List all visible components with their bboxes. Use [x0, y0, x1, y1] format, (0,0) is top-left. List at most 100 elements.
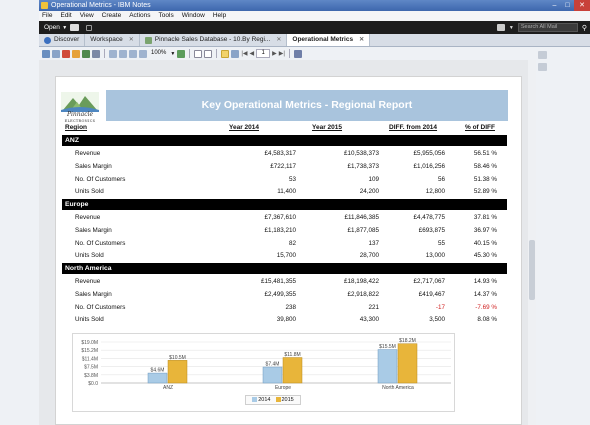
value-2014: £1,183,210 — [264, 226, 296, 234]
value-2015: £1,877,085 — [347, 226, 379, 234]
prev-page-icon[interactable]: ◀ — [249, 51, 255, 57]
bar-2014-anz — [147, 372, 168, 384]
calendar-icon[interactable] — [86, 25, 92, 31]
value-pct-diff: 45.30 % — [473, 252, 497, 260]
find-icon[interactable] — [92, 49, 100, 58]
menu-edit[interactable]: Edit — [60, 12, 72, 19]
open-label: Open — [44, 24, 60, 31]
value-2014: £7,367,610 — [264, 214, 296, 221]
value-2015: £1,738,373 — [347, 162, 379, 170]
select-tool-icon[interactable] — [194, 49, 203, 58]
metric-label: Units Sold — [75, 188, 104, 196]
hand-tool-icon[interactable] — [221, 49, 230, 58]
metric-label: No. Of Customers — [75, 303, 126, 311]
value-pct-diff: 51.38 % — [473, 175, 497, 183]
toolbar-divider — [189, 49, 191, 58]
menu-view[interactable]: View — [79, 12, 94, 19]
vertical-scrollbar[interactable] — [528, 60, 536, 425]
table-row: Sales Margin £722,117 £1,738,373 £1,016,256… — [62, 161, 507, 172]
menu-actions[interactable]: Actions — [129, 12, 151, 19]
page-width-icon[interactable] — [119, 49, 127, 58]
tab-workspace[interactable]: Workspace ✕ — [85, 34, 140, 46]
value-2015: 137 — [368, 239, 379, 247]
pdf-export-icon[interactable] — [62, 49, 70, 58]
search-scope-chevron-icon[interactable]: ▼ — [508, 24, 514, 31]
save-icon[interactable] — [52, 49, 60, 58]
tab-sales-database[interactable]: Pinnacle Sales Database - 10.By Regi... ✕ — [140, 34, 288, 46]
logo-name: Pinnacle — [66, 111, 94, 118]
bar-2014-europe — [262, 366, 283, 384]
tab-discover[interactable]: Discover — [39, 34, 86, 46]
next-page-icon[interactable]: ▶ — [272, 51, 277, 57]
two-pages-icon[interactable] — [139, 49, 147, 58]
value-2015: 28,700 — [359, 252, 379, 260]
value-2014: 39,800 — [276, 316, 296, 324]
bar-2015-anz — [167, 360, 188, 384]
search-report-icon[interactable] — [293, 49, 302, 58]
report-title: Key Operational Metrics - Regional Repor… — [106, 90, 508, 121]
sidebar-toggle-icon[interactable] — [537, 51, 547, 59]
value-2014: 11,400 — [277, 188, 296, 196]
menu-create[interactable]: Create — [101, 12, 122, 19]
first-page-icon[interactable]: |◀ — [241, 51, 248, 57]
value-2015: 43,300 — [359, 316, 379, 324]
value-diff: £5,955,056 — [413, 150, 445, 157]
header-year-2014: Year 2014 — [229, 124, 260, 131]
page-layout-icon[interactable] — [109, 49, 117, 58]
last-page-icon[interactable]: ▶| — [278, 51, 285, 57]
print-icon[interactable] — [42, 49, 50, 58]
value-2015: £11,846,385 — [344, 214, 379, 221]
tab-operational-metrics[interactable]: Operational Metrics ✕ — [287, 34, 371, 46]
menu-help[interactable]: Help — [212, 12, 227, 19]
menu-tools[interactable]: Tools — [158, 12, 174, 19]
metric-label: Revenue — [75, 214, 101, 221]
close-window-button[interactable]: ✕ — [574, 0, 590, 11]
value-2014: £4,583,317 — [264, 150, 296, 157]
zoom-select[interactable]: 100% — [151, 50, 167, 56]
y-tick-label: $3.8M — [84, 373, 98, 379]
metric-label: Revenue — [75, 278, 101, 285]
x-tick-label: Europe — [275, 385, 291, 391]
snapshot-icon[interactable] — [204, 49, 213, 58]
menu-window[interactable]: Window — [181, 12, 205, 19]
export-icon[interactable] — [72, 49, 80, 58]
metric-label: Units Sold — [75, 252, 104, 260]
region-header: North America — [62, 263, 507, 274]
value-pct-diff: 14.93 % — [473, 278, 497, 285]
metric-label: Sales Margin — [75, 226, 112, 234]
value-2014: £722,117 — [270, 162, 296, 170]
maximize-button[interactable]: □ — [565, 2, 570, 9]
table-row: Sales Margin £2,499,355 £2,918,822 £419,467… — [62, 289, 507, 300]
zoom-chevron-icon[interactable]: ▼ — [170, 50, 176, 57]
whole-page-icon[interactable] — [129, 49, 137, 58]
excel-export-icon[interactable] — [82, 49, 90, 58]
value-pct-diff: 8.08 % — [477, 316, 497, 324]
y-tick-label: $0.0 — [88, 381, 98, 387]
value-diff: 55 — [437, 239, 445, 247]
close-tab-icon[interactable]: ✕ — [128, 37, 134, 43]
close-tab-icon[interactable]: ✕ — [359, 37, 365, 43]
close-tab-icon[interactable]: ✕ — [276, 37, 282, 43]
zoom-tool-icon[interactable] — [231, 49, 240, 58]
tab-label: Pinnacle Sales Database - 10.By Regi... — [154, 36, 271, 43]
search-icon[interactable]: ⚲ — [581, 24, 587, 32]
value-pct-diff: 37.81 % — [473, 214, 497, 221]
value-pct-diff: 36.97 % — [473, 226, 497, 234]
data-label: $10.5M — [169, 355, 186, 361]
table-row: Sales Margin £1,183,210 £1,877,085 £693,875… — [62, 225, 507, 236]
mail-icon[interactable] — [70, 24, 79, 31]
value-2015: 109 — [368, 175, 379, 183]
value-diff: £2,717,067 — [413, 278, 445, 285]
search-scope-icon[interactable] — [496, 24, 505, 31]
refresh-icon[interactable] — [177, 49, 186, 58]
page-number-input[interactable]: 1 — [256, 49, 271, 58]
open-button[interactable]: Open ▼ — [42, 23, 69, 32]
sidebar-panel-icon[interactable] — [537, 63, 547, 71]
scroll-thumb[interactable] — [529, 240, 535, 300]
data-label: $11.8M — [284, 352, 300, 358]
menu-file[interactable]: File — [42, 12, 53, 19]
menu-bar: File Edit View Create Actions Tools Wind… — [39, 11, 590, 21]
minimize-button[interactable]: – — [552, 2, 557, 9]
value-2014: 82 — [288, 239, 296, 247]
search-input[interactable]: Search All Mail — [517, 23, 578, 32]
